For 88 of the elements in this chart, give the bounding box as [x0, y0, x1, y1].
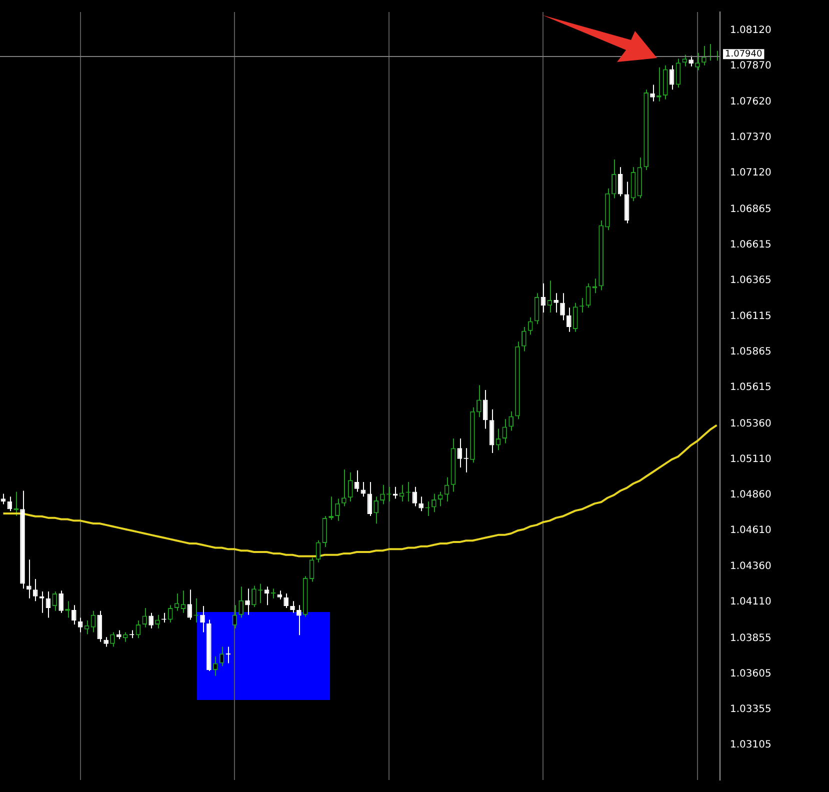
candlestick [219, 646, 224, 667]
candlestick [32, 578, 38, 602]
candlestick [688, 55, 694, 67]
y-tick-label: 1.07120 [730, 168, 772, 179]
candlestick [78, 617, 83, 633]
candlestick [290, 600, 295, 614]
y-tick-label: 1.07870 [730, 60, 772, 72]
y-tick-label: 1.06115 [730, 310, 772, 322]
y-tick-label: 1.03355 [730, 704, 772, 716]
candlestick [296, 604, 302, 636]
candlestick [226, 646, 231, 664]
candlestick [110, 632, 115, 648]
candlestick [238, 586, 244, 618]
candlestick [560, 292, 565, 321]
candlestick [180, 590, 186, 614]
y-tick-label: 1.06865 [730, 204, 772, 215]
candlestick [522, 326, 526, 352]
candlestick [489, 408, 494, 454]
candlestick [566, 307, 572, 332]
candlestick [354, 470, 360, 492]
candlestick [0, 493, 6, 505]
candlestick [335, 498, 340, 522]
y-tick-label: 1.03605 [730, 668, 772, 680]
candlestick [58, 590, 64, 614]
candlestick [367, 482, 372, 516]
y-tick-label: 1.04110 [730, 596, 772, 608]
candlestick [554, 292, 558, 314]
candlestick [72, 604, 76, 626]
candlestick [155, 614, 160, 629]
candlestick [284, 592, 288, 609]
candlestick [264, 586, 270, 606]
y-tick-label: 1.05360 [730, 418, 772, 430]
candlestick [84, 620, 90, 635]
candlestick [245, 588, 250, 616]
candlestick [502, 418, 508, 444]
y-tick-label: 1.05110 [730, 454, 772, 465]
y-tick-label: 1.05865 [730, 346, 772, 358]
candlestick [702, 46, 706, 66]
candlestick [122, 632, 128, 642]
candlestick [168, 604, 173, 624]
candlestick [52, 590, 58, 612]
candlestick [374, 496, 378, 524]
candlestick [412, 486, 418, 507]
y-tick-label: 1.03855 [730, 632, 772, 644]
candlestick [212, 656, 218, 676]
candlestick [148, 612, 154, 629]
y-tick-label: 1.03105 [730, 740, 772, 751]
candlestick [547, 280, 552, 314]
candlestick [187, 589, 192, 620]
candlestick [174, 592, 180, 612]
candlestick [252, 585, 256, 608]
candlestick [476, 384, 482, 418]
candlestick [682, 54, 688, 67]
y-tick-label: 1.04860 [730, 490, 772, 501]
candlestick [342, 469, 346, 507]
candlestick [457, 438, 462, 468]
y-tick-label: 1.06615 [730, 240, 772, 251]
candlestick [528, 316, 533, 336]
candlestick [496, 428, 501, 451]
candlestick [97, 610, 102, 642]
candlestick [695, 52, 700, 71]
y-tick-label: 1.05615 [730, 382, 772, 394]
candlestick [418, 496, 424, 512]
candlestick [380, 484, 385, 505]
candlestick [572, 302, 578, 332]
candlestick [270, 588, 276, 599]
candlestick [676, 58, 681, 88]
candlestick [508, 410, 514, 432]
candlestick [432, 493, 436, 513]
y-tick-label: 1.04360 [730, 560, 772, 572]
y-tick-label: 1.07620 [730, 96, 772, 108]
candlestick [482, 390, 488, 430]
y-tick-label: 1.04610 [730, 525, 772, 536]
candlestick [618, 166, 623, 197]
candlestick [200, 606, 205, 633]
candlestick [650, 84, 655, 102]
ref-line-label: 1.07940 [725, 50, 762, 60]
candlestick [399, 484, 404, 502]
y-tick-label: 1.08120 [730, 25, 772, 36]
candlestick [142, 608, 148, 628]
candlestick [232, 604, 238, 629]
candlestick [322, 515, 328, 548]
candlestick [104, 636, 108, 648]
candlestick [438, 491, 443, 507]
y-tick-label: 1.06365 [730, 275, 772, 286]
y-tick-label: 1.07370 [730, 132, 772, 143]
candlestick [612, 158, 616, 199]
candlestick [348, 472, 353, 502]
